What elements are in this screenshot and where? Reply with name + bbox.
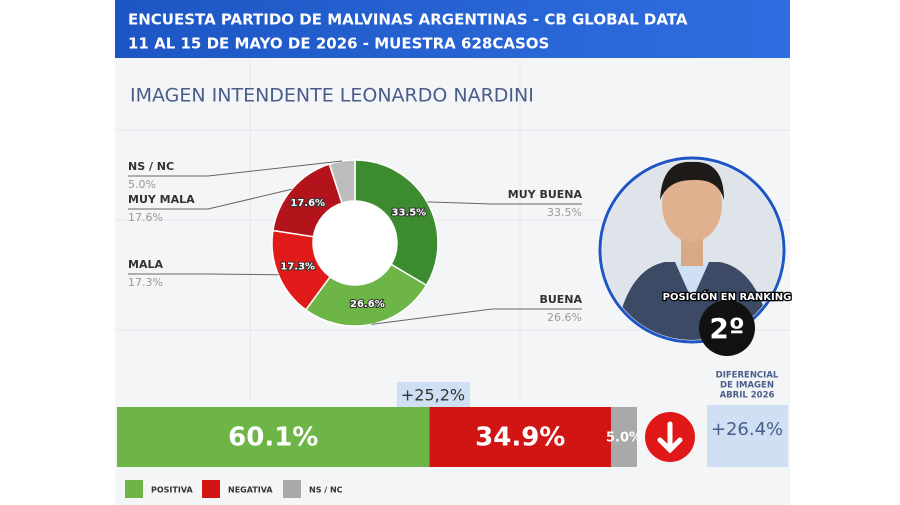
legend-label: NS / NC [309,486,343,495]
diferencial-label: ABRIL 2026 [720,391,775,401]
legend-swatch [125,480,143,498]
category-value: 26.6% [547,311,582,324]
diferencial-label: DE IMAGEN [720,381,774,391]
category-value: 17.3% [128,276,163,289]
diferencial-label: DIFERENCIAL [716,371,779,381]
header-line-1: ENCUESTA PARTIDO DE MALVINAS ARGENTINAS … [128,11,688,29]
ranking-badge [699,300,755,356]
leader-line [128,188,292,210]
category-label: NS / NC [128,160,174,173]
donut-slice [304,263,428,327]
category-label: MUY MALA [128,193,195,206]
donut-slice [354,159,439,287]
header-band [115,0,790,58]
leader-line [128,160,343,177]
legend-label: POSITIVA [151,486,193,495]
ranking-label: POSICIÓN EN RANKING [663,290,792,303]
donut-hole [314,202,396,284]
ranking-value: 2º [709,312,744,345]
category-value: 33.5% [547,206,582,219]
legend-swatch [283,480,301,498]
category-value: 5.0% [128,178,156,191]
annotation: +25,2% [401,386,465,405]
slice-label: 17.6% [290,198,325,209]
leader-line [371,308,582,325]
annotation-box [397,382,470,408]
trend-arrow [657,421,683,454]
category-value: 17.6% [128,211,163,224]
header-line-2: 11 AL 15 DE MAYO DE 2026 - MUESTRA 628CA… [128,35,549,53]
leader-line [128,273,279,276]
category-label: BUENA [539,293,582,306]
diferencial-value: +26.4% [711,419,783,440]
category-label: MUY BUENA [508,188,583,201]
bar-label: 60.1% [228,423,318,453]
legend-label: NEGATIVA [228,486,273,495]
slice-label: 17.3% [280,262,315,273]
diferencial-box [707,405,788,467]
legend-swatch [202,480,220,498]
slice-label: 33.5% [392,207,427,218]
bar-label: 34.9% [475,423,565,453]
portrait [598,156,786,344]
bar-segment [429,407,611,467]
leader-line [427,201,582,205]
bar-label: 5.0% [606,431,642,446]
slice-label: 26.6% [350,299,385,310]
bar-segment [611,407,637,467]
bar-segment [117,407,430,467]
category-label: MALA [128,258,163,271]
chart-title: IMAGEN INTENDENTE LEONARDO NARDINI [130,85,534,107]
